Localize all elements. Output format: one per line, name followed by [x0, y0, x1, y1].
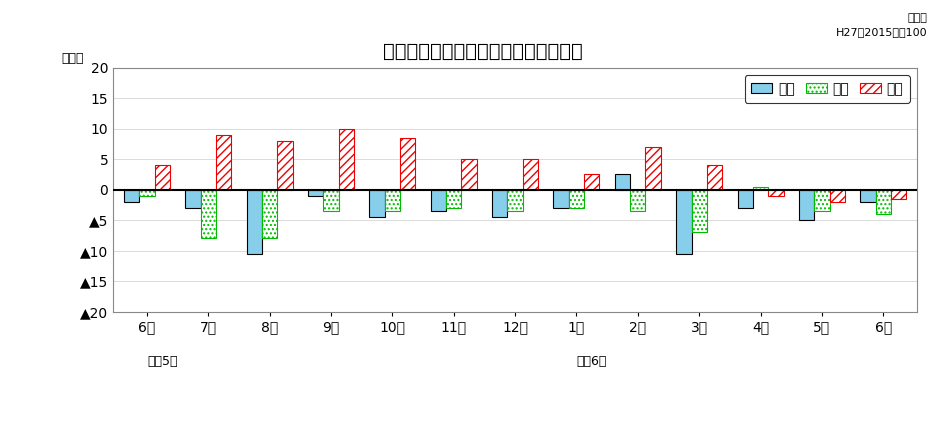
Bar: [891, 190, 906, 199]
Bar: [706, 165, 722, 190]
Bar: [829, 190, 845, 202]
Bar: [677, 190, 692, 254]
Bar: [554, 190, 569, 208]
Bar: [124, 190, 139, 202]
Bar: [323, 190, 338, 211]
Bar: [569, 190, 584, 208]
Text: （％）: （％）: [61, 53, 84, 66]
Bar: [492, 190, 507, 217]
Bar: [584, 174, 599, 190]
Bar: [507, 190, 523, 211]
Bar: [875, 190, 891, 214]
Bar: [615, 174, 630, 190]
Bar: [768, 190, 784, 196]
Bar: [185, 190, 200, 208]
Bar: [385, 190, 400, 211]
Bar: [446, 190, 461, 208]
Bar: [400, 138, 416, 190]
Legend: 生産, 出荷, 在庫: 生産, 出荷, 在庫: [745, 75, 910, 103]
Text: 令和6年: 令和6年: [577, 355, 607, 368]
Bar: [216, 135, 231, 190]
Bar: [139, 190, 155, 196]
Bar: [815, 190, 829, 211]
Bar: [799, 190, 815, 220]
Bar: [646, 147, 661, 190]
Bar: [200, 190, 216, 239]
Title: 生産・出荷・在庫の前年同月比の推移: 生産・出荷・在庫の前年同月比の推移: [383, 42, 582, 61]
Bar: [431, 190, 446, 211]
Bar: [278, 141, 293, 190]
Bar: [155, 165, 170, 190]
Bar: [262, 190, 278, 239]
Bar: [308, 190, 323, 196]
Bar: [247, 190, 262, 254]
Bar: [860, 190, 875, 202]
Text: 令和5年: 令和5年: [147, 355, 177, 368]
Bar: [692, 190, 706, 232]
Text: 原指数
H27（2015）＝100: 原指数 H27（2015）＝100: [836, 13, 927, 37]
Bar: [369, 190, 385, 217]
Bar: [737, 190, 753, 208]
Bar: [523, 159, 538, 190]
Bar: [630, 190, 646, 211]
Bar: [753, 187, 768, 190]
Bar: [338, 129, 354, 190]
Bar: [461, 159, 477, 190]
